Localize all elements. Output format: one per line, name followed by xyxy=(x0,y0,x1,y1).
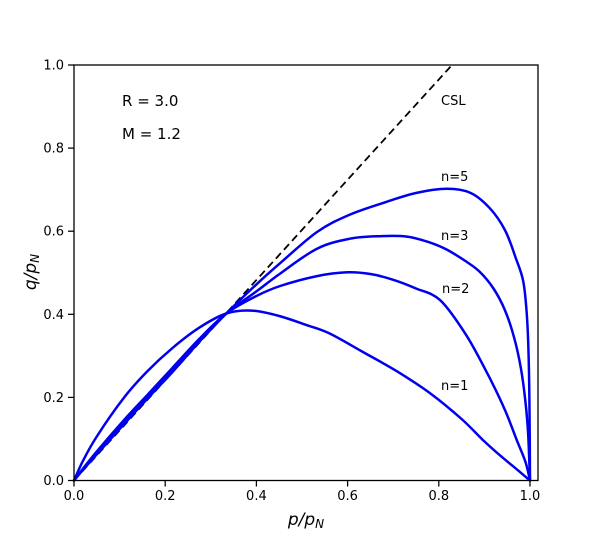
csl-line-label: CSL xyxy=(441,94,466,109)
x-tick-label: 0.4 xyxy=(246,489,267,504)
curve-n5 xyxy=(72,187,532,482)
curve-label-n1: n=1 xyxy=(441,379,468,394)
annotation-r-value: R = 3.0 xyxy=(122,92,178,110)
curve-label-n5: n=5 xyxy=(441,170,468,185)
y-tick-label: 0.8 xyxy=(43,142,64,157)
curves-group xyxy=(72,187,532,482)
x-tick-label: 0.2 xyxy=(155,489,176,504)
curve-n3 xyxy=(72,234,532,482)
y-tick-label: 0.6 xyxy=(43,225,64,240)
x-axis-label: p/pN xyxy=(287,510,324,531)
x-tick-label: 1.0 xyxy=(520,489,541,504)
curve-label-n3: n=3 xyxy=(441,229,468,244)
plot-border xyxy=(73,64,539,482)
curve-n1 xyxy=(72,309,532,482)
y-tick-label: 0.0 xyxy=(43,474,64,489)
curve-label-n2: n=2 xyxy=(442,282,469,297)
annotation-m-value: M = 1.2 xyxy=(122,125,181,143)
y-tick-label: 1.0 xyxy=(43,59,64,74)
y-tick-label: 0.4 xyxy=(43,308,64,323)
csl-line xyxy=(73,64,453,482)
y-tick-label: 0.2 xyxy=(43,391,64,406)
x-tick-label: 0.8 xyxy=(428,489,449,504)
ticks-group: 0.0 0.2 0.4 0.6 0.8 1.0 0.0 0.2 0.4 0.6 0.8 1.0 xyxy=(43,59,540,505)
curve-n2 xyxy=(72,270,532,482)
x-tick-label: 0.6 xyxy=(337,489,358,504)
reference-line-group xyxy=(73,64,453,482)
x-tick-label: 0.0 xyxy=(64,489,85,504)
y-axis-label: q/pN xyxy=(21,254,42,290)
